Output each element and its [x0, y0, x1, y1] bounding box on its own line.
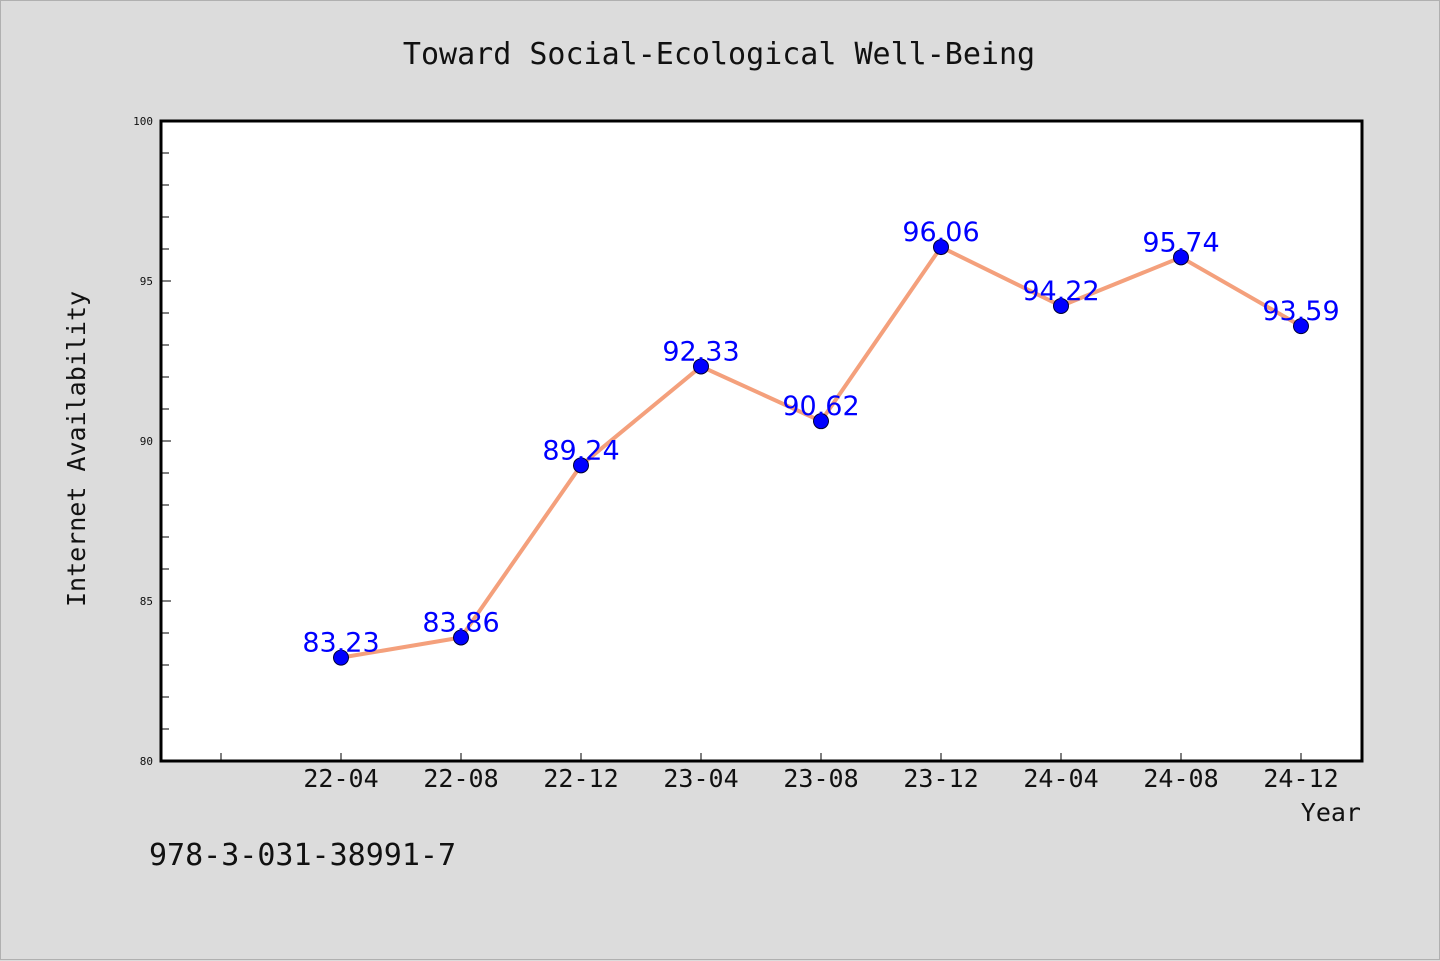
y-tick-label: 80	[140, 755, 153, 768]
data-point	[1293, 318, 1309, 335]
chart-title: Toward Social-Ecological Well-Being	[403, 37, 1035, 72]
data-label: 90.62	[782, 391, 859, 422]
data-point	[453, 629, 469, 646]
data-point	[933, 239, 949, 256]
x-tick-label: 23-12	[903, 764, 978, 793]
y-tick-label: 95	[140, 275, 153, 288]
isbn-text: 978-3-031-38991-7	[149, 838, 456, 873]
x-axis-label: Year	[1301, 798, 1361, 827]
y-tick-label: 90	[140, 435, 153, 448]
y-tick-label: 100	[133, 115, 153, 128]
y-axis: 80 85 90 95 100	[133, 115, 171, 768]
x-tick-label: 22-08	[423, 764, 498, 793]
data-label: 94.22	[1022, 276, 1099, 307]
data-label: 93.59	[1262, 296, 1339, 327]
data-label: 92.33	[662, 336, 739, 367]
series-line-group: 83.23 83.86 89.24 92.33 90.62 96.06 94.22 95.74…	[302, 217, 1340, 666]
data-point	[1173, 249, 1189, 266]
data-label: 83.23	[302, 628, 379, 659]
data-label: 89.24	[542, 435, 619, 466]
x-axis: 22-04 22-08 22-12 23-04 23-08 23-12 24-04 24-08…	[220, 753, 1339, 793]
data-point	[333, 649, 349, 666]
x-tick-label: 24-08	[1143, 764, 1218, 793]
x-tick-label: 24-04	[1023, 764, 1098, 793]
data-label: 83.86	[422, 607, 499, 638]
x-tick-label: 22-12	[543, 764, 618, 793]
x-tick-label: 23-04	[663, 764, 738, 793]
x-tick-label: 24-12	[1263, 764, 1338, 793]
x-tick-label: 22-04	[303, 764, 378, 793]
data-point	[573, 457, 589, 474]
data-label: 96.06	[902, 217, 979, 248]
data-point	[813, 413, 829, 430]
data-label: 95.74	[1142, 227, 1219, 258]
y-tick-label: 85	[140, 595, 153, 608]
y-axis-label: Internet Availability	[62, 291, 91, 607]
data-point	[1053, 297, 1069, 314]
x-tick-label: 23-08	[783, 764, 858, 793]
data-point	[693, 358, 709, 375]
